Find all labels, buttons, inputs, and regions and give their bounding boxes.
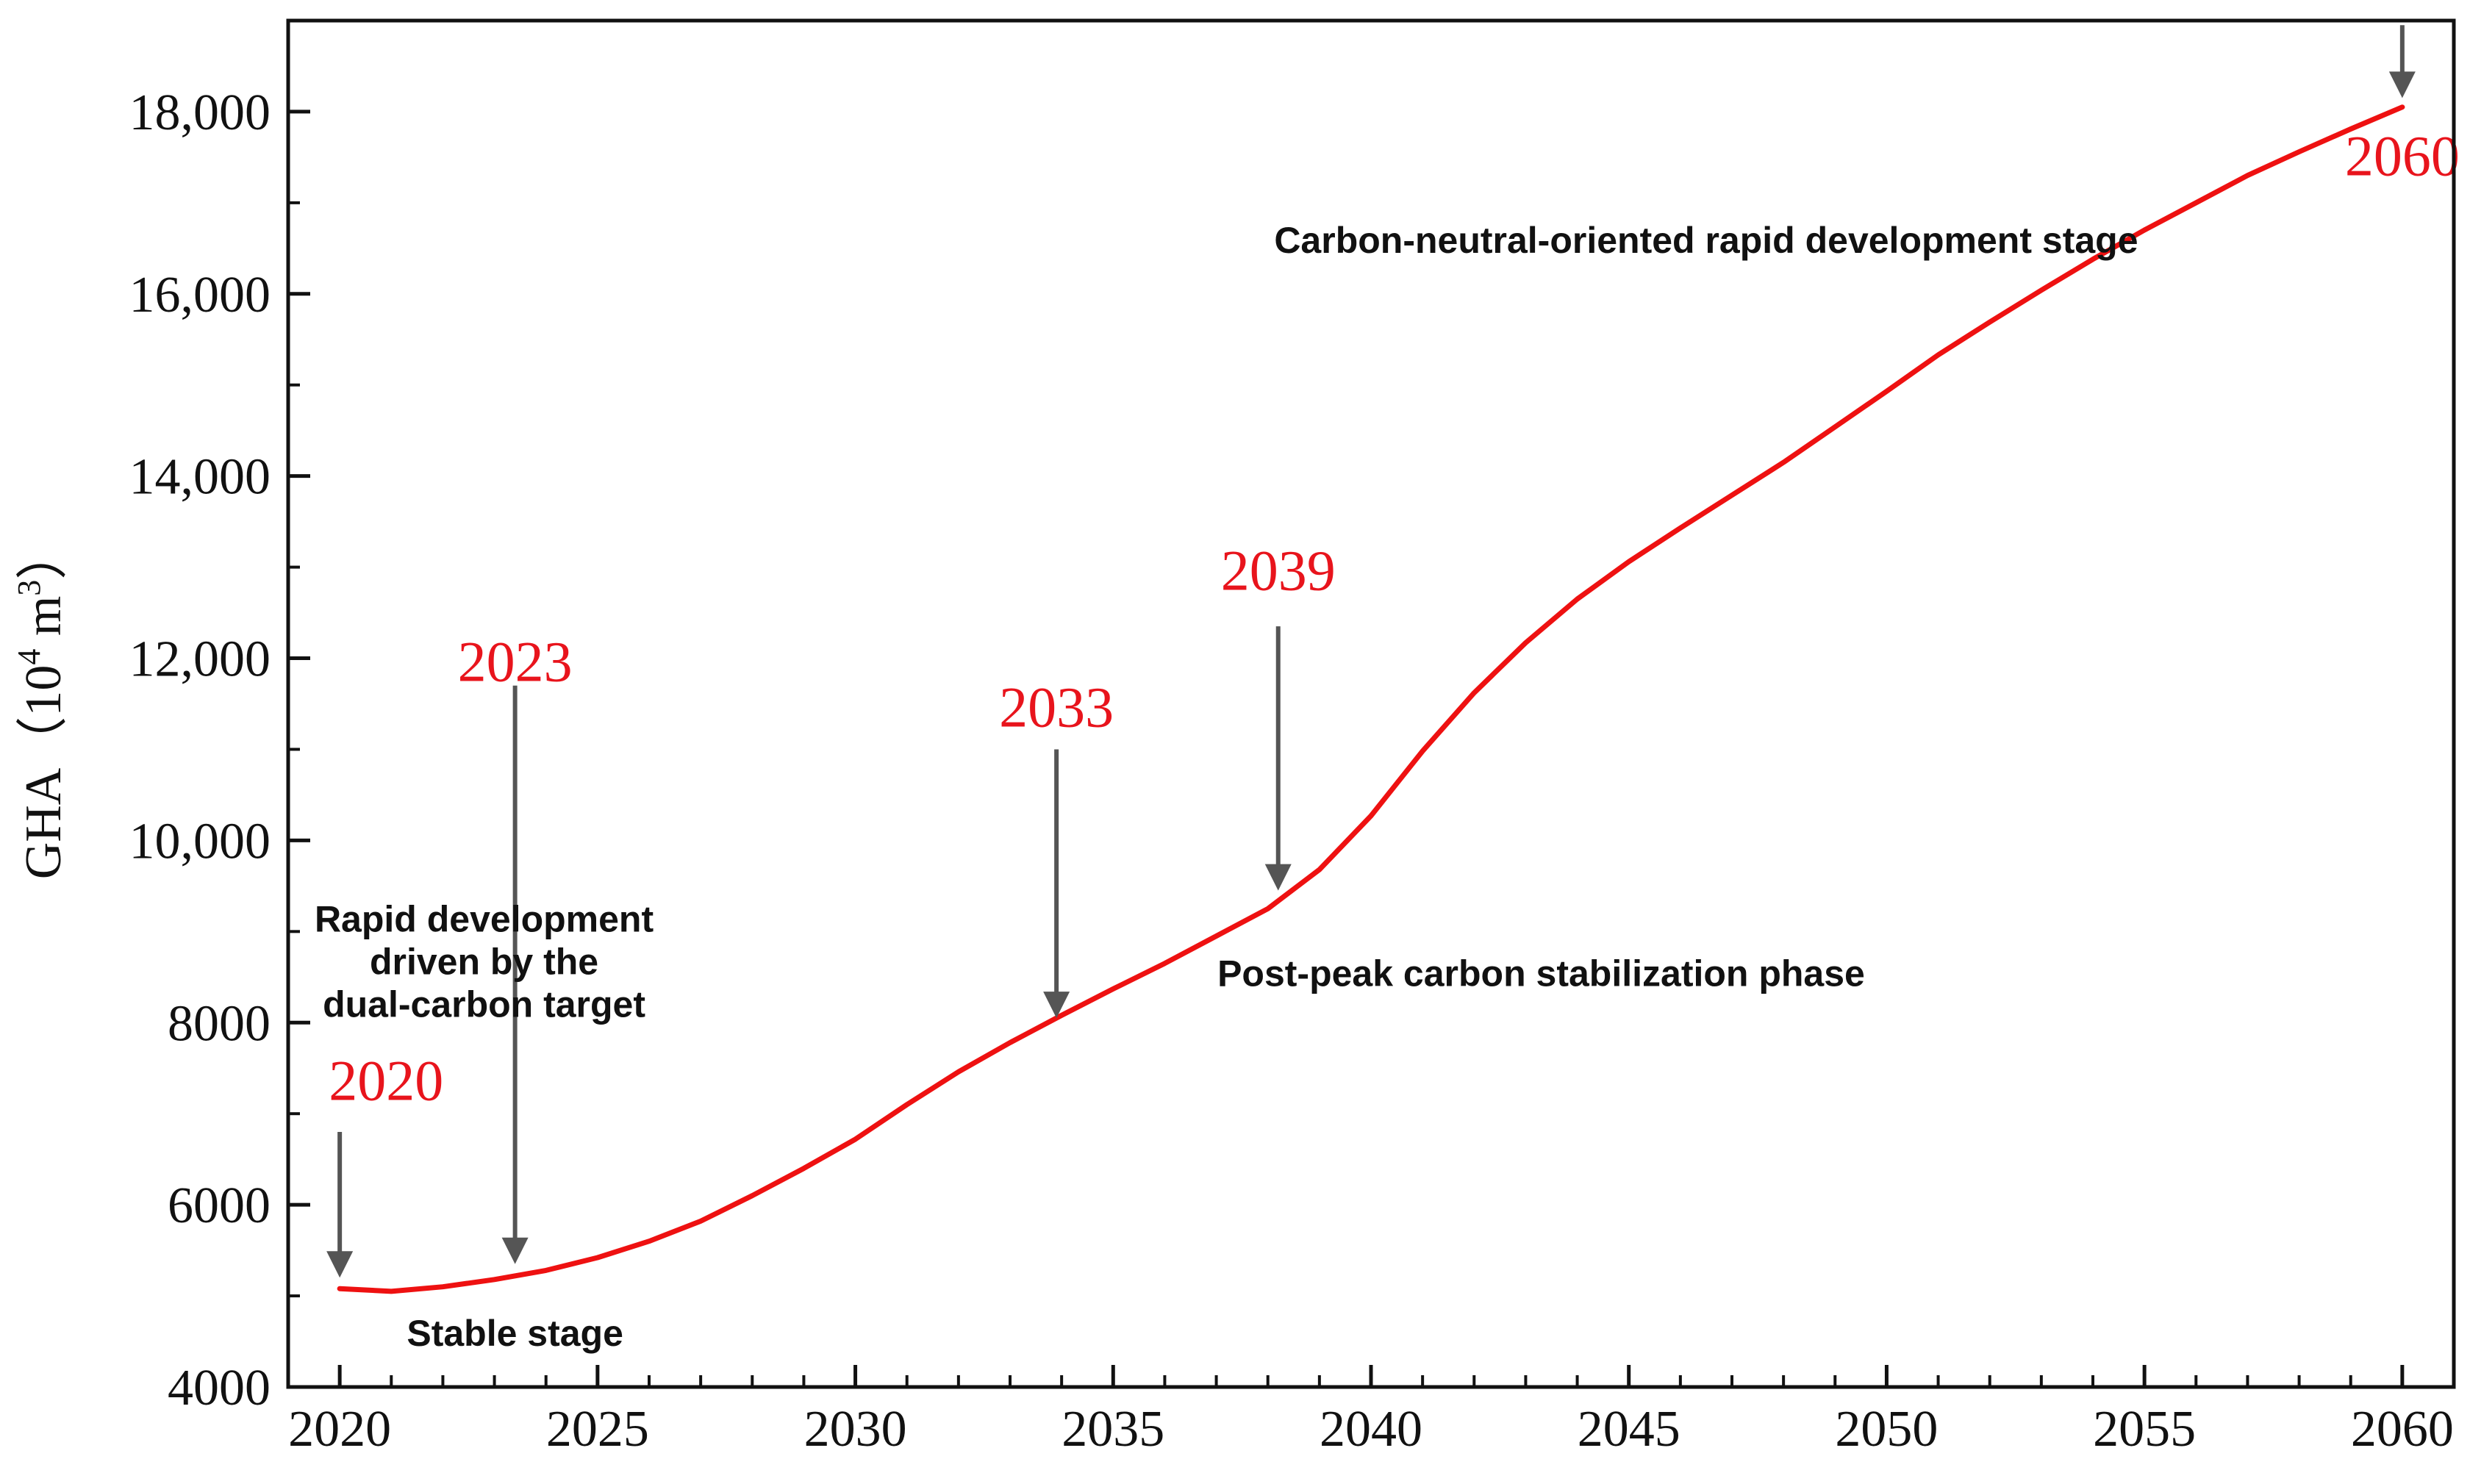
y-tick-label: 12,000 (129, 631, 271, 688)
stage-annotations: Stable stage Rapid development driven by t… (315, 220, 2138, 1354)
y-tick-label: 14,000 (129, 449, 271, 506)
stage-stable-line: Stable stage (407, 1313, 623, 1354)
year-label-2033: 2033 (999, 675, 1114, 739)
x-tick-label: 2035 (1062, 1401, 1164, 1458)
plot-frame (286, 18, 2456, 1389)
y-tick-label: 4000 (168, 1360, 271, 1416)
y-tick-label: 8000 (168, 995, 271, 1052)
stage-stable: Stable stage (407, 1313, 623, 1354)
stage-carbon-neutral-line: Carbon-neutral-oriented rapid developmen… (1274, 220, 2138, 261)
y-axis-label-close: ） (15, 528, 72, 580)
arrow-head-icon (326, 1251, 354, 1278)
x-tick-label: 2020 (288, 1401, 391, 1458)
y-tick-label: 10,000 (129, 813, 271, 870)
y-axis-label-unit_exp: 3 (11, 580, 47, 596)
arrow-head-icon (1043, 992, 1070, 1019)
y-axis-label-main: GHA (15, 767, 72, 879)
stage-rapid: Rapid development driven by the dual-carbo… (315, 898, 654, 1025)
x-tick-label: 2055 (2093, 1401, 2196, 1458)
arrow-head-icon (1264, 864, 1292, 891)
arrow-head-icon (501, 1237, 529, 1264)
x-tick-label: 2045 (1578, 1401, 1680, 1458)
x-tick-label: 2025 (546, 1401, 649, 1458)
x-tick-label: 2060 (2351, 1401, 2454, 1458)
stage-rapid-line: driven by the (370, 941, 598, 982)
year-markers: 2020 2023 2033 2039 2060 (326, 25, 2460, 1278)
axis-tick-labels: 2020 2025 2030 2035 2040 2045 2050 2055 2060 4000… (129, 85, 2454, 1458)
y-axis-label-unit: m (15, 596, 72, 649)
year-label-2020: 2020 (329, 1049, 443, 1113)
y-axis-title: GHA（104 m3） (11, 528, 72, 880)
stage-post-peak: Post-peak carbon stabilization phase (1217, 953, 1865, 994)
stage-rapid-line: dual-carbon target (323, 983, 645, 1025)
year-label-2060: 2060 (2345, 124, 2460, 188)
y-tick-label: 6000 (168, 1177, 271, 1234)
stage-carbon-neutral: Carbon-neutral-oriented rapid developmen… (1274, 220, 2138, 261)
y-axis-label-exp: 4 (11, 649, 47, 665)
x-tick-label: 2040 (1320, 1401, 1422, 1458)
axis-ticks (288, 110, 2405, 1389)
x-tick-label: 2030 (804, 1401, 907, 1458)
year-label-2023: 2023 (458, 630, 573, 694)
y-axis-label-base: 10 (15, 665, 72, 717)
stage-rapid-line: Rapid development (315, 898, 654, 939)
y-axis-label: GHA（104 m3） (11, 528, 72, 880)
arrow-head-icon (2388, 71, 2416, 98)
series-layer (337, 104, 2405, 1294)
year-label-2039: 2039 (1221, 539, 1336, 603)
y-tick-label: 16,000 (129, 267, 271, 323)
x-tick-label: 2050 (1835, 1401, 1938, 1458)
stage-post-peak-line: Post-peak carbon stabilization phase (1217, 953, 1865, 994)
y-axis-label-open: （ (15, 717, 72, 768)
series-line-gha (337, 104, 2405, 1294)
y-tick-label: 18,000 (129, 85, 271, 141)
